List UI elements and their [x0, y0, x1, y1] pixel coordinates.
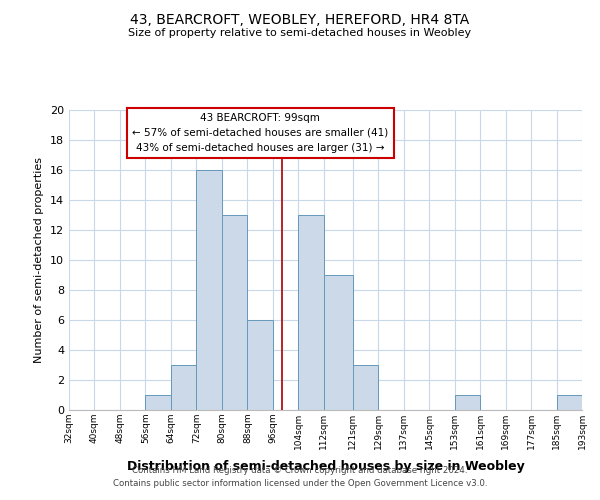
Text: 43 BEARCROFT: 99sqm
← 57% of semi-detached houses are smaller (41)
43% of semi-d: 43 BEARCROFT: 99sqm ← 57% of semi-detach… [132, 113, 388, 152]
Bar [557, 395, 582, 410]
Y-axis label: Number of semi-detached properties: Number of semi-detached properties [34, 157, 44, 363]
Text: Size of property relative to semi-detached houses in Weobley: Size of property relative to semi-detach… [128, 28, 472, 38]
Text: 43, BEARCROFT, WEOBLEY, HEREFORD, HR4 8TA: 43, BEARCROFT, WEOBLEY, HEREFORD, HR4 8T… [130, 12, 470, 26]
Bar [353, 365, 378, 410]
Bar [455, 395, 480, 410]
Bar [247, 320, 273, 410]
Bar [298, 215, 324, 410]
Bar [324, 275, 353, 410]
Bar [196, 170, 222, 410]
Bar [222, 215, 247, 410]
Text: Contains HM Land Registry data © Crown copyright and database right 2024.
Contai: Contains HM Land Registry data © Crown c… [113, 466, 487, 487]
Bar [145, 395, 171, 410]
Bar [171, 365, 196, 410]
X-axis label: Distribution of semi-detached houses by size in Weobley: Distribution of semi-detached houses by … [127, 460, 524, 473]
